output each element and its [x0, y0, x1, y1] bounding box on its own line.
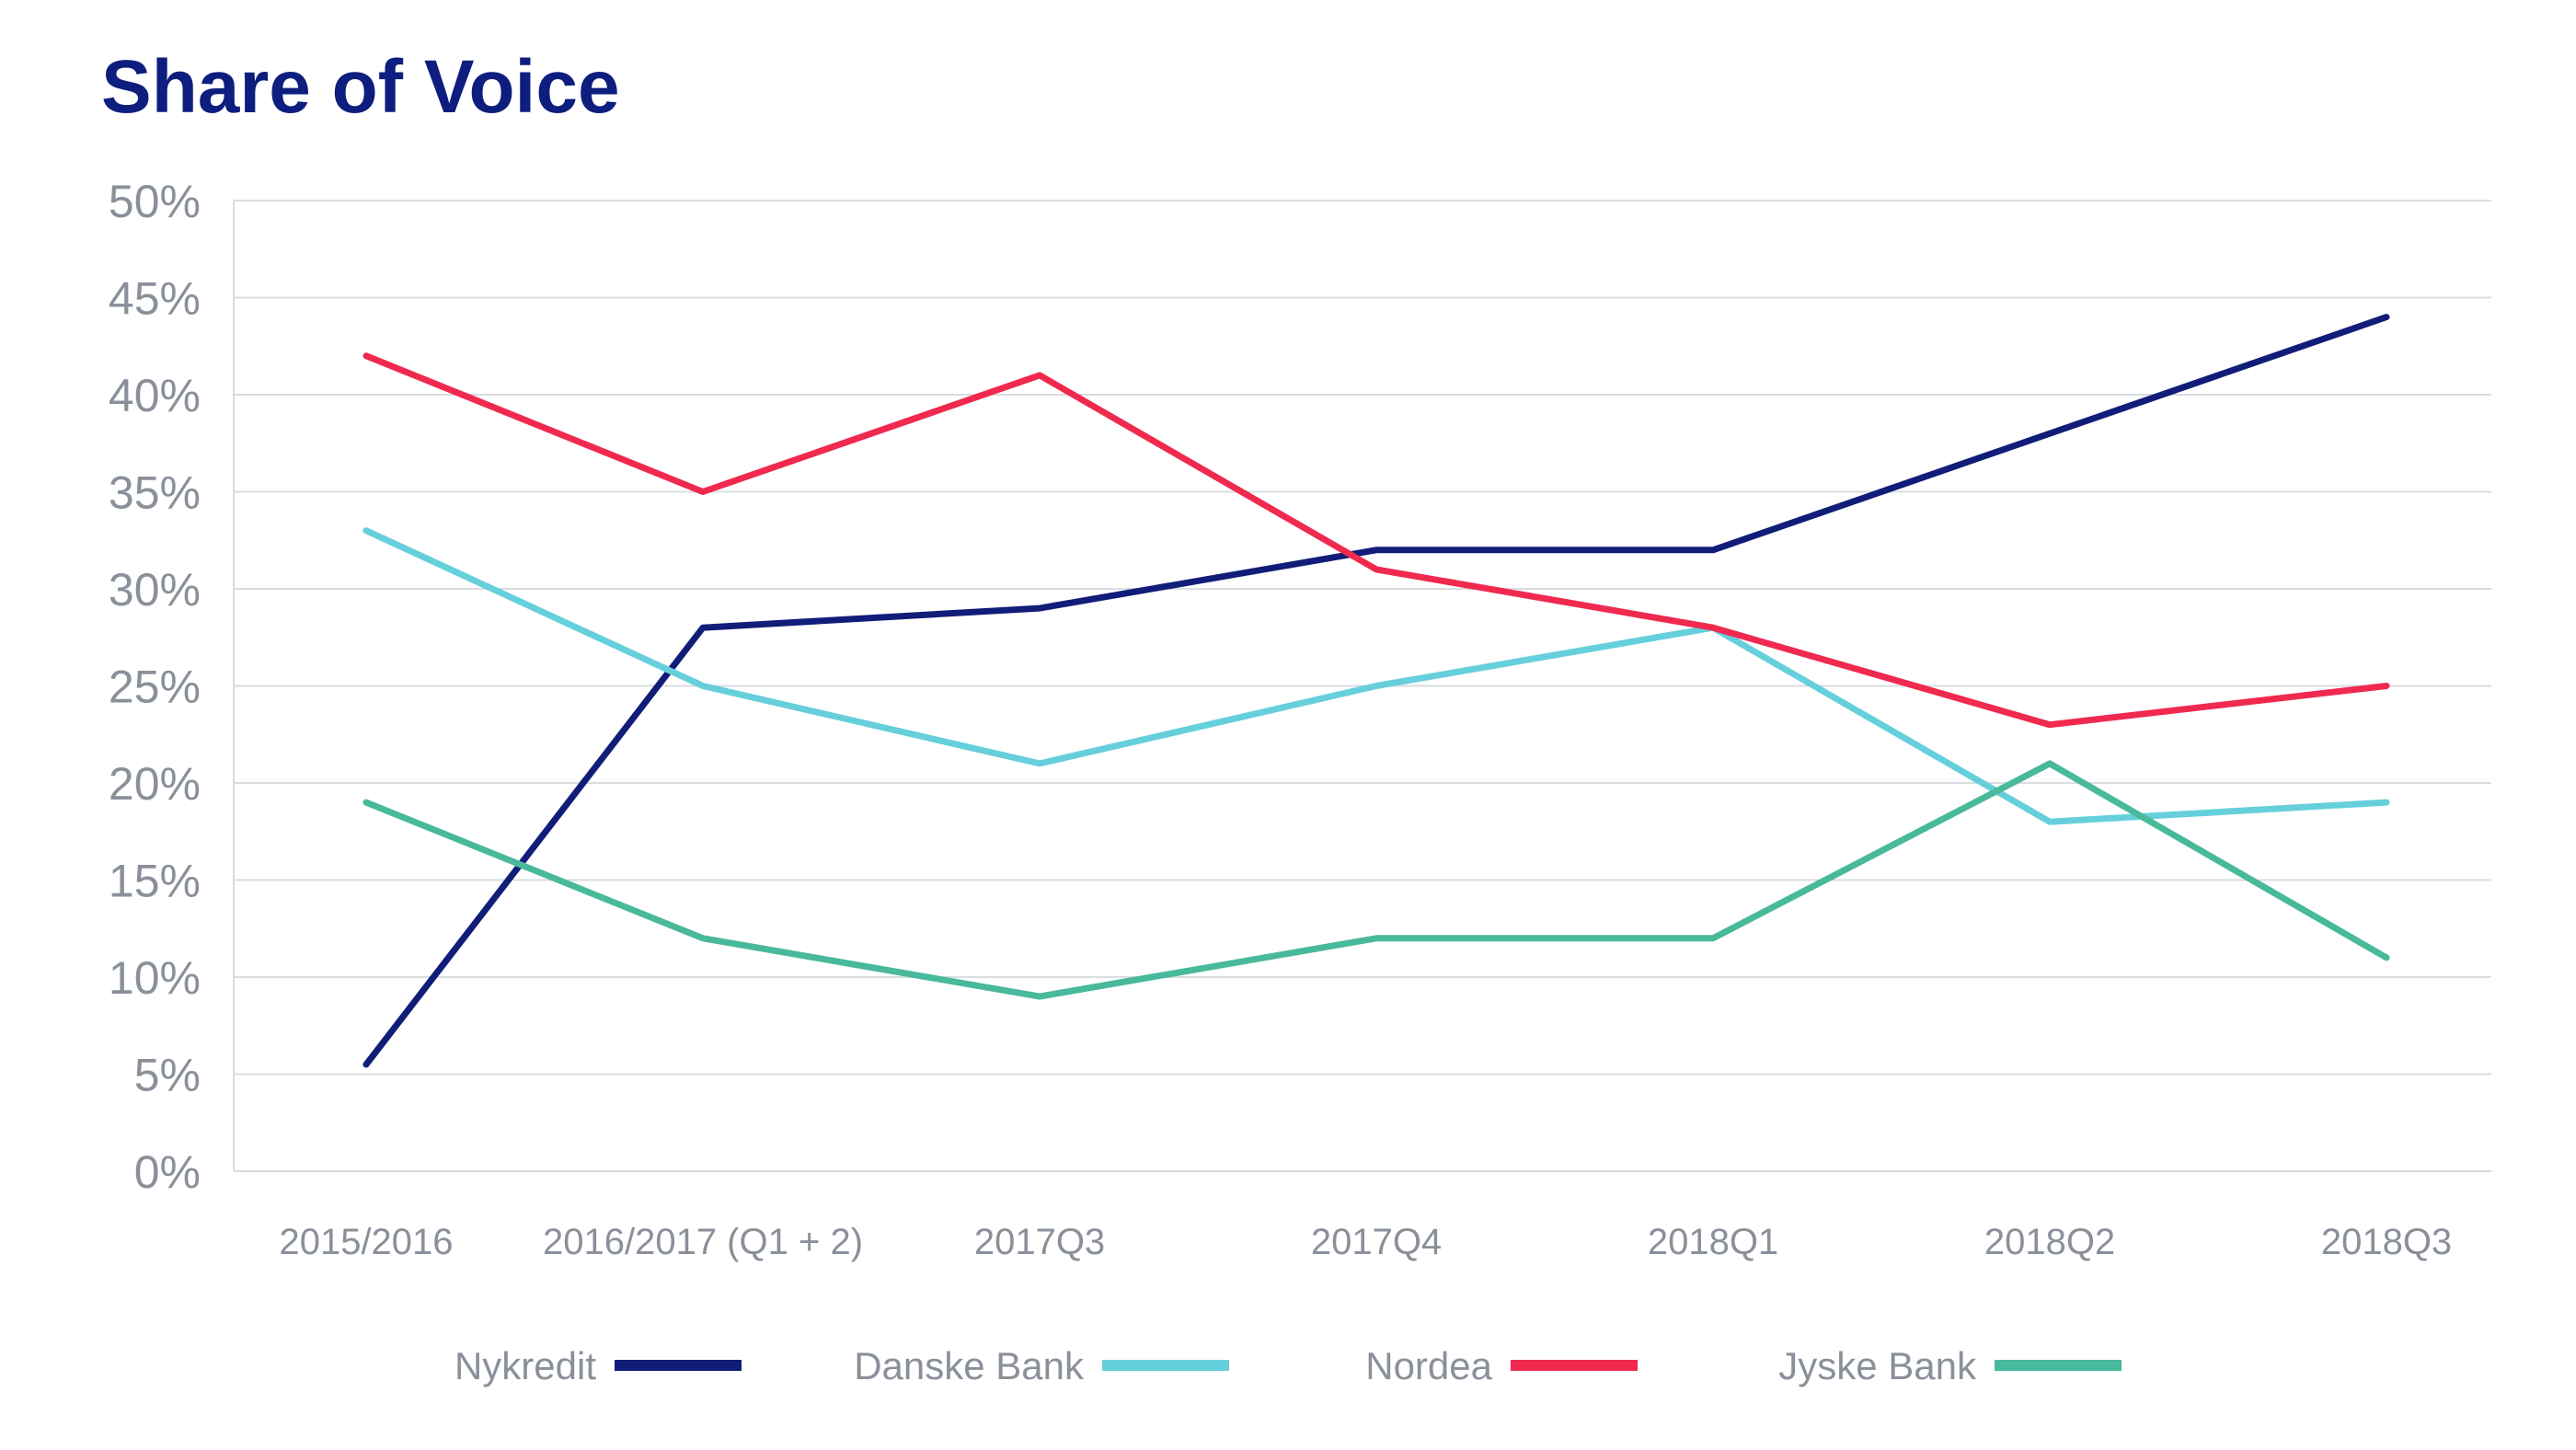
y-tick-label: 25%: [109, 662, 201, 713]
series-line-jyske-bank: [362, 760, 2390, 1000]
y-tick-label: 10%: [109, 952, 201, 1004]
y-tick-label: 40%: [109, 370, 201, 421]
x-tick-label: 2017Q3: [974, 1222, 1105, 1262]
legend-label-jyske-bank: Jyske Bank: [1778, 1344, 1977, 1387]
series-line-nordea: [362, 352, 2390, 729]
x-tick-label: 2018Q1: [1648, 1222, 1778, 1262]
y-tick-label: 45%: [109, 273, 201, 325]
x-tick-label: 2017Q4: [1311, 1222, 1442, 1262]
y-axis-ticks: 0% 5% 10% 15% 20% 25% 30% 35% 40% 45% 50%: [109, 176, 201, 1198]
x-tick-label: 2018Q3: [2321, 1222, 2452, 1262]
legend-label-nykredit: Nykredit: [454, 1344, 596, 1387]
y-tick-label: 30%: [109, 564, 201, 616]
series-line-nykredit: [362, 314, 2390, 1068]
x-tick-label: 2018Q2: [1984, 1222, 2115, 1262]
y-tick-label: 0%: [134, 1146, 201, 1198]
legend: Nykredit Danske Bank Nordea Jyske Bank: [454, 1344, 2122, 1387]
y-tick-label: 35%: [109, 467, 201, 519]
x-axis-ticks: 2015/2016 2016/2017 (Q1 + 2) 2017Q3 2017Q4 2…: [279, 1222, 2452, 1262]
x-tick-label: 2015/2016: [279, 1222, 453, 1262]
series-lines: [362, 314, 2390, 1068]
legend-label-nordea: Nordea: [1365, 1344, 1492, 1387]
chart-title: Share of Voice: [101, 45, 620, 129]
legend-label-danske-bank: Danske Bank: [854, 1344, 1085, 1387]
gridlines: [234, 200, 2491, 1172]
y-tick-label: 5%: [134, 1050, 201, 1101]
y-tick-label: 20%: [109, 758, 201, 810]
x-tick-label: 2016/2017 (Q1 + 2): [543, 1222, 863, 1262]
series-line-danske-bank: [362, 527, 2390, 825]
y-tick-label: 50%: [109, 176, 201, 227]
y-tick-label: 15%: [109, 856, 201, 907]
